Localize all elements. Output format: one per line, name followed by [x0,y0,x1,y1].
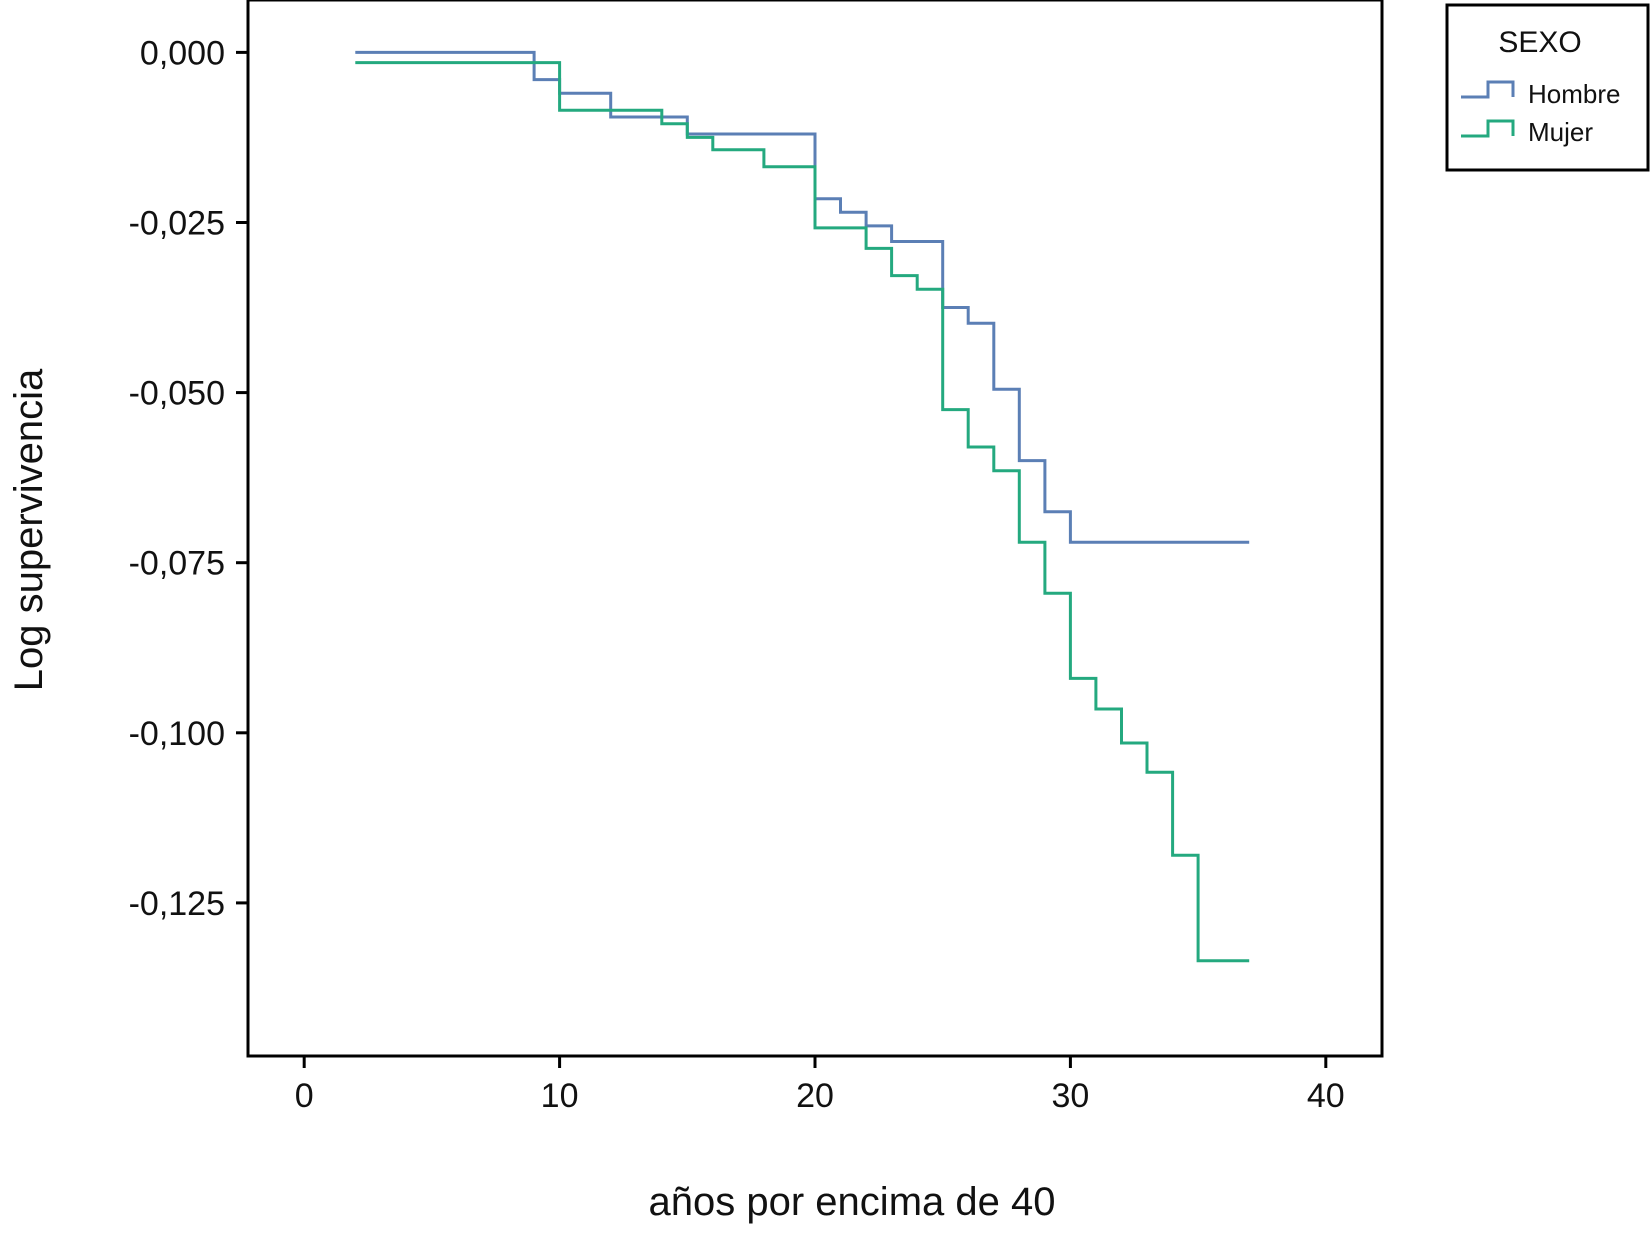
x-tick-label: 20 [796,1077,834,1115]
legend-swatch-mujer [1461,119,1515,138]
x-tick-label: 10 [541,1077,579,1115]
y-tick-label: -0,075 [129,545,225,583]
y-tick-label: -0,050 [129,375,225,413]
y-axis-title: Log supervivencia [7,368,51,691]
x-axis-title: años por encima de 40 [649,1180,1056,1224]
legend-label-mujer: Mujer [1528,117,1593,147]
legend-box [1445,3,1650,172]
y-axis: 0,000 -0,025 -0,050 -0,075 -0,100 -0,125 [129,34,248,923]
y-tick-label: -0,100 [129,715,225,753]
x-tick-label: 0 [295,1077,314,1115]
y-tick-label: 0,000 [140,34,225,72]
x-tick-label: 30 [1051,1077,1089,1115]
legend-title: SEXO [1498,26,1581,59]
legend-label-hombre: Hombre [1528,79,1620,109]
y-tick-label: -0,025 [129,204,225,242]
y-tick-label: -0,125 [129,885,225,923]
legend-swatch-hombre [1461,80,1515,99]
x-tick-label: 40 [1307,1077,1345,1115]
series-line-hombre [355,50,1250,544]
x-axis: 0 10 20 30 40 [295,1056,1345,1115]
series-layer [355,50,1250,963]
series-line-mujer [355,61,1250,963]
legend: SEXO Hombre Mujer [1445,3,1650,172]
